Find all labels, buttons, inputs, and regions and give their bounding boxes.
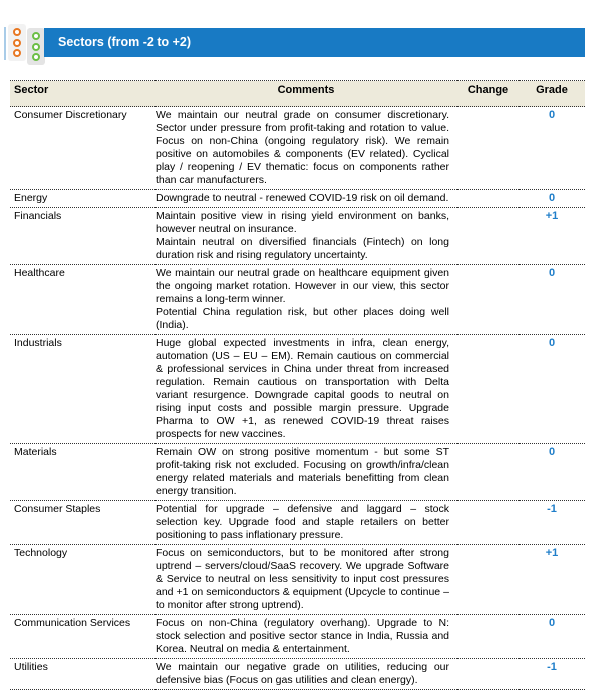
sector-grade: 0 <box>519 443 585 501</box>
table-row: Utilities We maintain our negative grade … <box>10 658 585 690</box>
sector-comments: We maintain our neutral grade on consume… <box>155 106 457 190</box>
sector-comments: Downgrade to neutral - renewed COVID-19 … <box>155 189 457 208</box>
sector-change <box>457 500 519 545</box>
green-dot-icon <box>32 53 40 61</box>
sector-grade: 0 <box>519 614 585 659</box>
sector-name: Utilities <box>10 658 155 690</box>
sector-name: Healthcare <box>10 264 155 335</box>
sector-comments: Focus on semiconductors, but to be monit… <box>155 544 457 615</box>
table-row: Healthcare We maintain our neutral grade … <box>10 264 585 335</box>
sector-grade: -1 <box>519 500 585 545</box>
green-dot-icon <box>32 32 40 40</box>
orange-dot-icon <box>13 28 21 36</box>
sector-change <box>457 189 519 208</box>
comment-paragraph: Potential for upgrade – defensive and la… <box>156 503 449 541</box>
comment-paragraph: We maintain our neutral grade on healthc… <box>156 267 449 305</box>
sector-comments: We maintain our negative grade on utilit… <box>155 658 457 690</box>
sector-change <box>457 334 519 444</box>
brand-logo-icon <box>8 22 45 65</box>
sector-grade: 0 <box>519 189 585 208</box>
logo-accent-line <box>4 27 6 60</box>
sector-grade: 0 <box>519 334 585 444</box>
table-row: Industrials Huge global expected investme… <box>10 334 585 444</box>
column-header-sector: Sector <box>10 80 155 107</box>
sector-change <box>457 443 519 501</box>
table-row: Materials Remain OW on strong positive mo… <box>10 443 585 501</box>
table-row: Consumer Staples Potential for upgrade – … <box>10 500 585 545</box>
sector-comments: Focus on non-China (regulatory overhang)… <box>155 614 457 659</box>
table-row: Financials Maintain positive view in risi… <box>10 207 585 265</box>
sector-name: Materials <box>10 443 155 501</box>
sector-comments: Maintain positive view in rising yield e… <box>155 207 457 265</box>
sector-grade: 0 <box>519 264 585 335</box>
sector-comments: We maintain our neutral grade on healthc… <box>155 264 457 335</box>
table-row: Technology Focus on semiconductors, but t… <box>10 544 585 615</box>
sector-change <box>457 658 519 690</box>
comment-paragraph: Maintain neutral on diversified financia… <box>156 236 449 261</box>
sector-change <box>457 264 519 335</box>
comment-paragraph: Focus on semiconductors, but to be monit… <box>156 547 449 611</box>
comment-paragraph: Remain OW on strong positive momentum - … <box>156 446 449 497</box>
comment-paragraph: Focus on non-China (regulatory overhang)… <box>156 617 449 655</box>
column-header-change: Change <box>457 80 519 107</box>
orange-dot-icon <box>13 49 21 57</box>
sector-comments: Remain OW on strong positive momentum - … <box>155 443 457 501</box>
table-row: Energy Downgrade to neutral - renewed COV… <box>10 189 585 208</box>
sector-change <box>457 544 519 615</box>
table-header-row: Sector Comments Change Grade <box>10 80 585 107</box>
sector-name: Industrials <box>10 334 155 444</box>
sector-name: Financials <box>10 207 155 265</box>
section-title-bar: Sectors (from -2 to +2) <box>44 28 585 57</box>
sector-change <box>457 614 519 659</box>
table-row: Consumer Discretionary We maintain our ne… <box>10 106 585 190</box>
sector-name: Consumer Staples <box>10 500 155 545</box>
sector-grade: -1 <box>519 658 585 690</box>
sector-comments: Potential for upgrade – defensive and la… <box>155 500 457 545</box>
logo-right-column <box>27 28 45 65</box>
sectors-table: Sector Comments Change Grade Consumer Di… <box>10 80 585 690</box>
sector-grade: +1 <box>519 207 585 265</box>
section-title: Sectors (from -2 to +2) <box>58 35 192 49</box>
orange-dot-icon <box>13 38 21 47</box>
column-header-grade: Grade <box>519 80 585 107</box>
sector-change <box>457 207 519 265</box>
green-dot-icon <box>32 42 40 51</box>
sector-name: Communication Services <box>10 614 155 659</box>
sector-name: Consumer Discretionary <box>10 106 155 190</box>
comment-paragraph: We maintain our negative grade on utilit… <box>156 661 449 686</box>
table-row: Communication Services Focus on non-China… <box>10 614 585 659</box>
column-header-comments: Comments <box>155 80 457 107</box>
sector-grade: +1 <box>519 544 585 615</box>
comment-paragraph: We maintain our neutral grade on consume… <box>156 109 449 186</box>
comment-paragraph: Huge global expected investments in infr… <box>156 337 449 440</box>
comment-paragraph: Maintain positive view in rising yield e… <box>156 210 449 235</box>
sector-name: Energy <box>10 189 155 208</box>
logo-left-column <box>8 24 26 61</box>
sector-comments: Huge global expected investments in infr… <box>155 334 457 444</box>
sector-name: Technology <box>10 544 155 615</box>
sector-change <box>457 106 519 190</box>
sector-table-body: Consumer Discretionary We maintain our ne… <box>10 106 585 690</box>
comment-paragraph: Potential China regulation risk, but oth… <box>156 306 449 331</box>
sector-grade: 0 <box>519 106 585 190</box>
comment-paragraph: Downgrade to neutral - renewed COVID-19 … <box>156 192 449 204</box>
